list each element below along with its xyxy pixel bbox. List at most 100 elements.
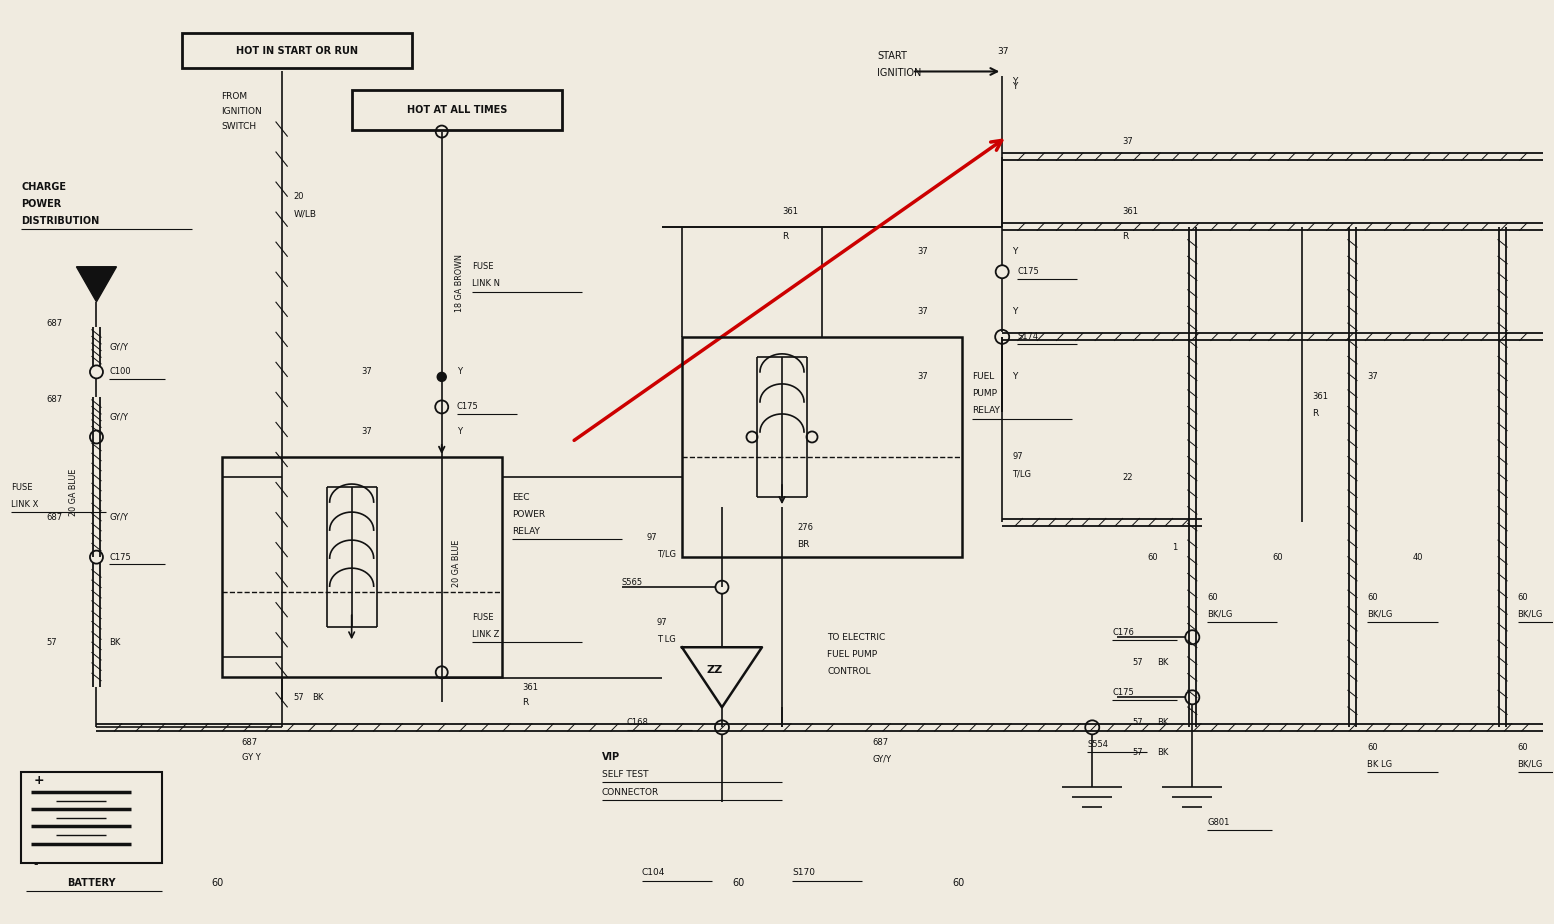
Text: BK/LG: BK/LG: [1518, 610, 1543, 619]
Text: -: -: [34, 858, 37, 871]
Text: START: START: [876, 52, 908, 62]
Text: LINK Z: LINK Z: [472, 630, 499, 638]
Text: 1: 1: [1172, 542, 1178, 552]
Text: 60: 60: [1368, 592, 1378, 602]
Text: C168: C168: [626, 718, 648, 727]
Text: 20 GA BLUE: 20 GA BLUE: [68, 468, 78, 516]
Polygon shape: [76, 267, 117, 302]
Text: 97: 97: [646, 532, 657, 541]
Text: BK/LG: BK/LG: [1207, 610, 1232, 619]
Text: S565: S565: [622, 578, 643, 587]
Text: 37: 37: [362, 368, 373, 376]
Text: 60: 60: [1518, 592, 1528, 602]
Text: C175: C175: [1113, 687, 1134, 697]
Bar: [182, 33, 412, 68]
Text: GY/Y: GY/Y: [109, 513, 129, 521]
Text: C175: C175: [109, 553, 131, 562]
Text: 687: 687: [241, 738, 258, 747]
Text: 57: 57: [1133, 658, 1142, 667]
Bar: [682, 337, 962, 557]
Text: 60: 60: [1273, 553, 1284, 562]
Text: SWITCH: SWITCH: [222, 122, 256, 131]
Text: FUEL: FUEL: [973, 372, 995, 382]
Text: GY/Y: GY/Y: [872, 755, 890, 764]
Text: 276: 276: [797, 523, 813, 531]
Text: 37: 37: [917, 248, 928, 256]
Text: DISTRIBUTION: DISTRIBUTION: [22, 215, 99, 225]
Text: 22: 22: [1122, 472, 1133, 481]
Text: EEC: EEC: [511, 492, 530, 502]
Text: LINK N: LINK N: [472, 279, 500, 288]
Text: POWER: POWER: [22, 199, 62, 209]
Text: R: R: [1122, 232, 1128, 241]
Bar: [22, 772, 162, 862]
Text: Y: Y: [457, 428, 462, 436]
Text: 57: 57: [294, 693, 305, 702]
Text: BR: BR: [797, 540, 810, 549]
Text: 20: 20: [294, 192, 305, 201]
Text: T/LG: T/LG: [1012, 469, 1032, 479]
Text: R: R: [1313, 409, 1319, 419]
Text: 60: 60: [1207, 592, 1218, 602]
Text: HOT AT ALL TIMES: HOT AT ALL TIMES: [407, 104, 507, 115]
Text: ZZ: ZZ: [707, 665, 723, 675]
Text: BK: BK: [1158, 658, 1169, 667]
Text: C100: C100: [109, 368, 131, 376]
Text: FUSE: FUSE: [11, 482, 33, 492]
Text: Y: Y: [1012, 77, 1018, 86]
Text: W/LB: W/LB: [294, 209, 317, 218]
Text: 37: 37: [362, 428, 373, 436]
Text: IGNITION: IGNITION: [876, 68, 922, 79]
Text: 361: 361: [1313, 393, 1329, 401]
Text: BATTERY: BATTERY: [67, 878, 115, 888]
Text: BK: BK: [1158, 748, 1169, 757]
Text: T/LG: T/LG: [657, 550, 676, 559]
Text: S174: S174: [1018, 333, 1038, 341]
Text: 18 GA BROWN: 18 GA BROWN: [455, 254, 465, 311]
Text: GY/Y: GY/Y: [109, 412, 129, 421]
Text: BK/LG: BK/LG: [1368, 610, 1392, 619]
Text: BK: BK: [1158, 718, 1169, 727]
Text: BK: BK: [312, 693, 323, 702]
Text: 37: 37: [998, 47, 1009, 56]
Text: BK: BK: [109, 638, 121, 647]
Text: 40: 40: [1413, 553, 1423, 562]
Text: BK LG: BK LG: [1368, 760, 1392, 769]
Text: 37: 37: [1368, 372, 1378, 382]
Text: 20 GA BLUE: 20 GA BLUE: [452, 540, 462, 587]
Text: 361: 361: [1122, 207, 1138, 216]
Text: S170: S170: [793, 868, 814, 877]
Bar: [222, 457, 502, 677]
Text: CONNECTOR: CONNECTOR: [601, 788, 659, 796]
Text: 57: 57: [1133, 748, 1142, 757]
Text: GY Y: GY Y: [241, 753, 261, 762]
Text: 60: 60: [953, 878, 965, 888]
Text: FUEL PUMP: FUEL PUMP: [827, 650, 876, 659]
Text: FUSE: FUSE: [472, 613, 493, 622]
Text: VIP: VIP: [601, 752, 620, 762]
Text: 57: 57: [47, 638, 57, 647]
Text: HOT IN START OR RUN: HOT IN START OR RUN: [236, 46, 357, 56]
Text: 687: 687: [872, 738, 889, 747]
Text: N: N: [92, 274, 101, 285]
Text: R: R: [522, 698, 528, 707]
Text: 687: 687: [47, 513, 62, 521]
Text: BK/LG: BK/LG: [1518, 760, 1543, 769]
Text: G801: G801: [1207, 818, 1229, 827]
Text: +: +: [34, 774, 44, 787]
Text: C175: C175: [1018, 267, 1040, 276]
Text: SELF TEST: SELF TEST: [601, 770, 648, 779]
Text: 687: 687: [47, 395, 62, 405]
Text: 60: 60: [1518, 743, 1528, 752]
Text: Y: Y: [1012, 372, 1018, 382]
Text: 361: 361: [522, 683, 538, 692]
Text: C104: C104: [642, 868, 665, 877]
Text: 57: 57: [1133, 718, 1142, 727]
Text: C176: C176: [1113, 627, 1134, 637]
Text: C175: C175: [457, 403, 479, 411]
Text: POWER: POWER: [511, 509, 545, 518]
Text: TO ELECTRIC: TO ELECTRIC: [827, 633, 886, 642]
Text: RELAY: RELAY: [511, 527, 539, 536]
Text: 37: 37: [917, 308, 928, 316]
Text: 361: 361: [782, 207, 799, 216]
